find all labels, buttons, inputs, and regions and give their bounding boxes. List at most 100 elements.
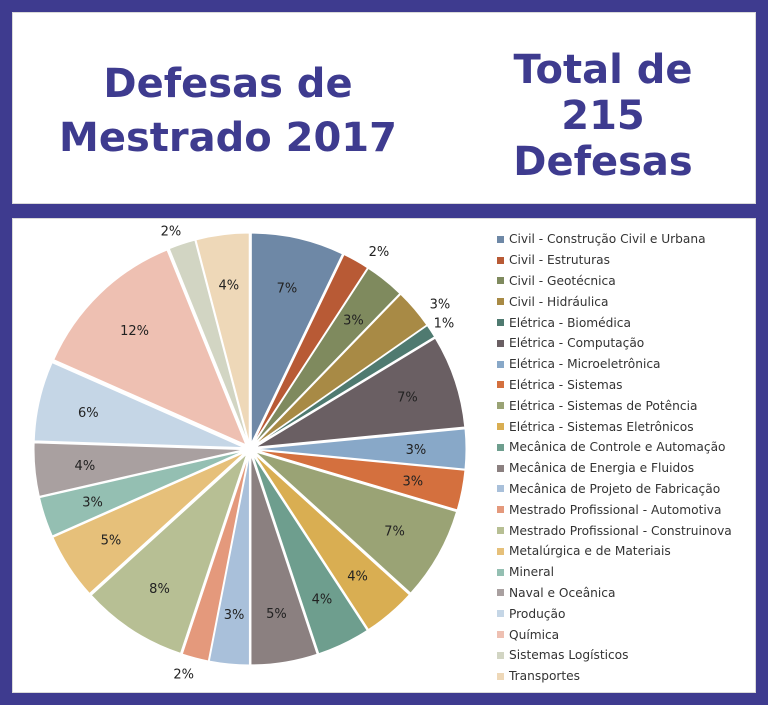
legend-swatch	[497, 568, 504, 576]
slice-label-22: 4%	[218, 278, 239, 293]
slice-label-7: 3%	[406, 443, 427, 458]
legend-label: Elétrica - Sistemas de Potência	[509, 398, 698, 413]
pie-slice-6	[255, 337, 466, 448]
pie-slice-9	[254, 451, 458, 594]
pie-slice-10	[253, 453, 411, 631]
main-title-line-1: Defesas de	[103, 61, 353, 107]
pie-slice-5	[254, 324, 436, 447]
legend-label: Civil - Estruturas	[509, 253, 610, 268]
legend-item: Civil - Construção Civil e Urbana	[497, 229, 732, 250]
legend-swatch	[497, 485, 504, 493]
legend-label: Elétrica - Biomédica	[509, 315, 631, 330]
legend-swatch	[497, 360, 504, 368]
pie-slice-12	[250, 454, 318, 666]
slice-label-1: 7%	[277, 281, 298, 296]
legend-swatch	[497, 464, 504, 472]
total-title: Total de 215 Defesas	[468, 47, 738, 185]
main-title-line-2: Mestrado 2017	[59, 115, 397, 161]
legend-item: Civil - Estruturas	[497, 250, 732, 271]
pie-slice-19	[33, 362, 245, 449]
pie-slice-22	[195, 232, 250, 444]
legend-swatch	[497, 506, 504, 514]
slice-label-6: 7%	[397, 391, 418, 406]
header-panel: Defesas de Mestrado 2017 Total de 215 De…	[12, 12, 756, 204]
legend-swatch	[497, 319, 504, 327]
legend-item: Mecânica de Controle e Automação	[497, 437, 732, 458]
legend-label: Mecânica de Projeto de Fabricação	[509, 481, 721, 496]
pie-slice-13	[208, 454, 250, 666]
total-title-line-1: Total de	[513, 47, 693, 93]
legend-item: Civil - Hidráulica	[497, 291, 732, 312]
pie-slice-21	[168, 239, 249, 444]
legend-item: Elétrica - Microeletrônica	[497, 354, 732, 375]
slice-label-21: 2%	[161, 224, 182, 239]
pie-chart: 7% 2% 3% 3% 1% 7% 3% 3% 7% 4% 4% 5% 3% 2% 8% 5% 3% 4% 6% 12…	[33, 224, 467, 682]
legend-label: Civil - Hidráulica	[509, 294, 609, 309]
legend-item: Sistemas Logísticos	[497, 645, 732, 666]
legend-item: Mineral	[497, 562, 732, 583]
legend-label: Civil - Geotécnica	[509, 273, 616, 288]
legend-label: Mecânica de Controle e Automação	[509, 440, 726, 455]
legend-label: Química	[509, 627, 560, 642]
legend-label: Mestrado Profissional - Construinova	[509, 523, 732, 538]
slice-label-15: 8%	[149, 582, 170, 597]
legend-label: Sistemas Logísticos	[509, 648, 629, 663]
slice-label-10: 4%	[347, 569, 368, 584]
legend-label: Produção	[509, 606, 566, 621]
legend-swatch	[497, 298, 504, 306]
legend-swatch	[497, 402, 504, 410]
legend-item: Elétrica - Sistemas de Potência	[497, 395, 732, 416]
pie-slice-3	[253, 267, 401, 445]
legend-item: Mecânica de Energia e Fluidos	[497, 458, 732, 479]
legend-swatch	[497, 235, 504, 243]
slice-label-9: 7%	[384, 524, 405, 539]
legend-item: Produção	[497, 603, 732, 624]
chart-panel: 7% 2% 3% 3% 1% 7% 3% 3% 7% 4% 4% 5% 3% 2% 8% 5% 3% 4% 6% 12…	[12, 218, 756, 693]
legend-label: Civil - Construção Civil e Urbana	[509, 232, 706, 247]
pie-slice-8	[255, 449, 466, 511]
pie-slice-7	[255, 428, 467, 470]
legend-label: Naval e Oceânica	[509, 585, 616, 600]
legend-swatch	[497, 256, 504, 264]
pie-slice-2	[252, 253, 369, 445]
legend-label: Elétrica - Microeletrônica	[509, 357, 661, 372]
slice-label-8: 3%	[403, 475, 424, 490]
chart-legend: Civil - Construção Civil e Urbana Civil -…	[497, 229, 732, 687]
slice-label-13: 3%	[224, 608, 245, 623]
legend-item: Elétrica - Biomédica	[497, 312, 732, 333]
legend-label: Elétrica - Computação	[509, 336, 645, 351]
legend-label: Transportes	[509, 669, 581, 684]
slice-label-20: 12%	[120, 324, 149, 339]
slice-label-2: 2%	[369, 245, 390, 260]
legend-swatch	[497, 651, 504, 659]
pie-slice-15	[90, 452, 248, 654]
legend-swatch	[497, 547, 504, 555]
legend-swatch	[497, 339, 504, 347]
slice-label-16: 5%	[101, 534, 122, 549]
legend-swatch	[497, 672, 504, 680]
legend-item: Mecânica de Projeto de Fabricação	[497, 479, 732, 500]
pie-slice-16	[52, 451, 246, 595]
legend-item: Química	[497, 624, 732, 645]
pie-slice-4	[254, 293, 428, 446]
legend-swatch	[497, 443, 504, 451]
total-title-line-3: Defesas	[513, 139, 693, 185]
legend-swatch	[497, 610, 504, 618]
legend-swatch	[497, 381, 504, 389]
legend-label: Mecânica de Energia e Fluidos	[509, 461, 695, 476]
legend-item: Mestrado Profissional - Automotiva	[497, 499, 732, 520]
legend-item: Transportes	[497, 666, 732, 687]
legend-swatch	[497, 423, 504, 431]
legend-label: Metalúrgica e de Materiais	[509, 544, 671, 559]
legend-label: Elétrica - Sistemas Eletrônicos	[509, 419, 694, 434]
legend-item: Mestrado Profissional - Construinova	[497, 520, 732, 541]
legend-item: Elétrica - Computação	[497, 333, 732, 354]
slice-label-4: 3%	[430, 297, 451, 312]
pie-slice-11	[252, 454, 368, 655]
legend-item: Naval e Oceânica	[497, 583, 732, 604]
slice-label-14: 2%	[173, 667, 194, 682]
slice-label-3: 3%	[343, 313, 364, 328]
legend-label: Elétrica - Sistemas	[509, 377, 623, 392]
legend-label: Mestrado Profissional - Automotiva	[509, 502, 722, 517]
pie-slice-20	[53, 249, 247, 446]
